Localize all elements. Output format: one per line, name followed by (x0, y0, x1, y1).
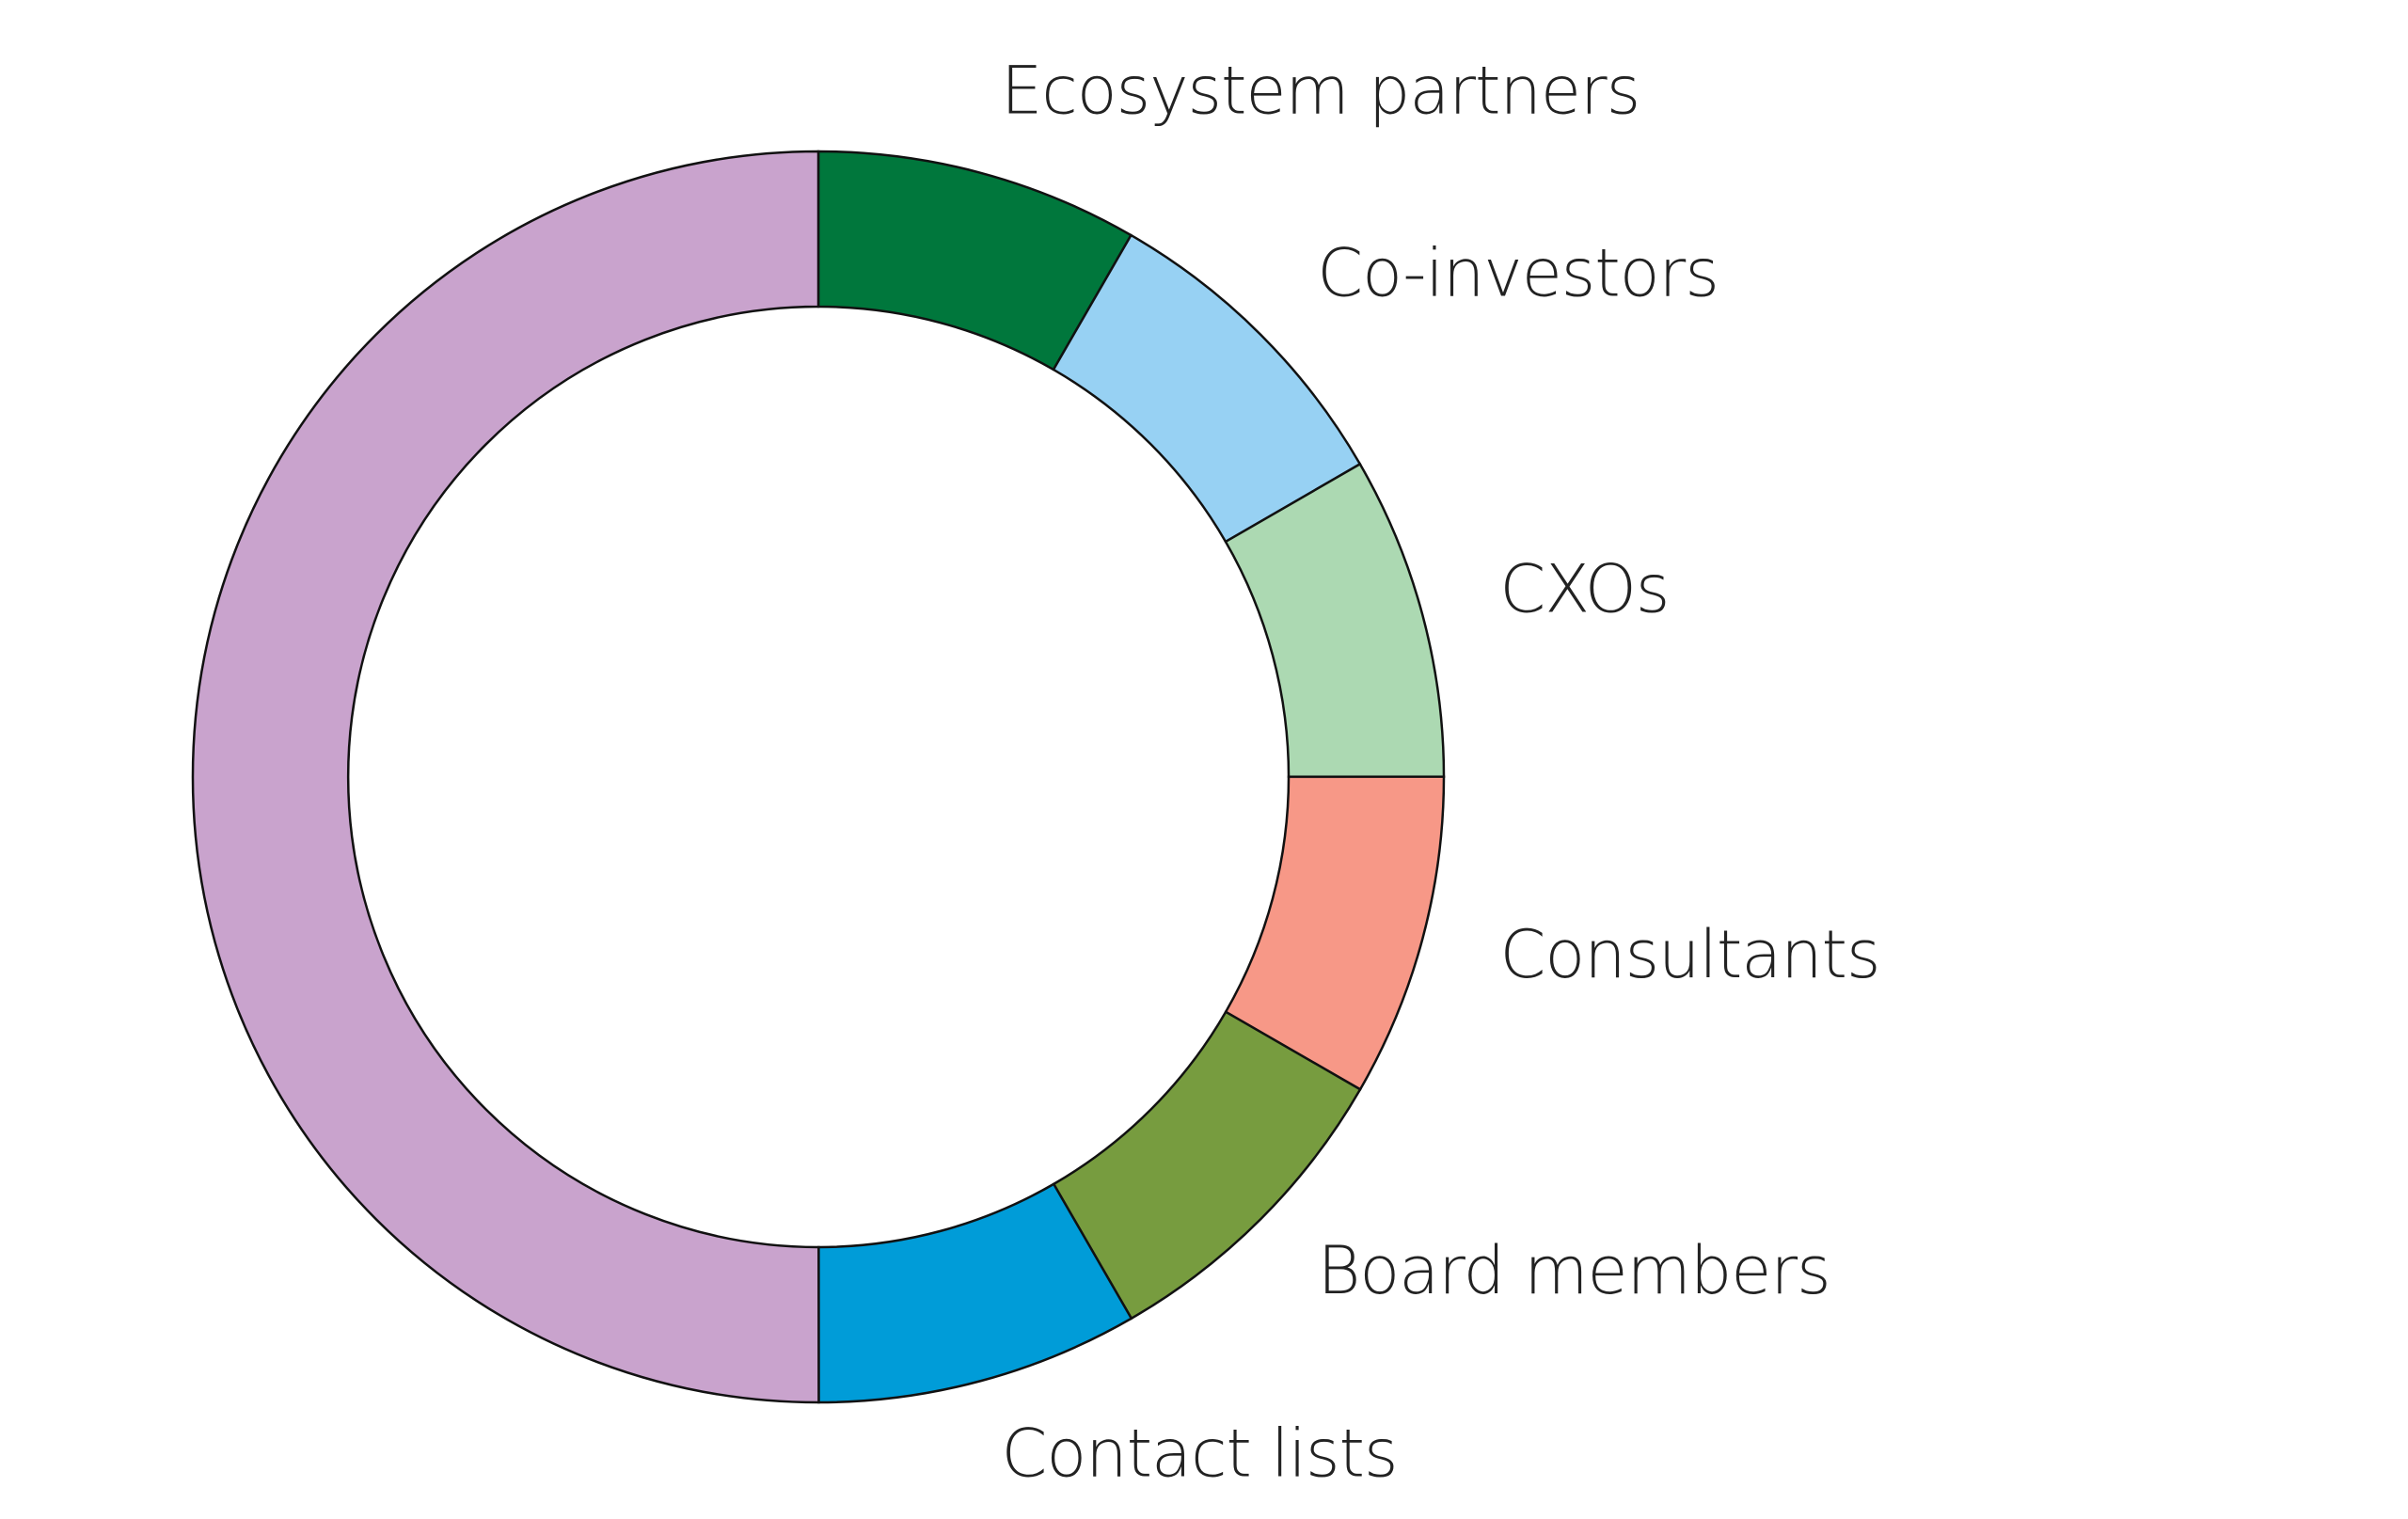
segment-label: Contact lists (1002, 1415, 1398, 1492)
segment-label: Consultants (1500, 916, 1880, 993)
donut-segment (191, 150, 820, 1404)
segment-label: Ecosystem partners (1001, 53, 1640, 130)
segment-label: Board members (1318, 1232, 1830, 1309)
segment-label: CXOs (1499, 551, 1669, 628)
segment-label: Co-investors (1317, 235, 1719, 312)
